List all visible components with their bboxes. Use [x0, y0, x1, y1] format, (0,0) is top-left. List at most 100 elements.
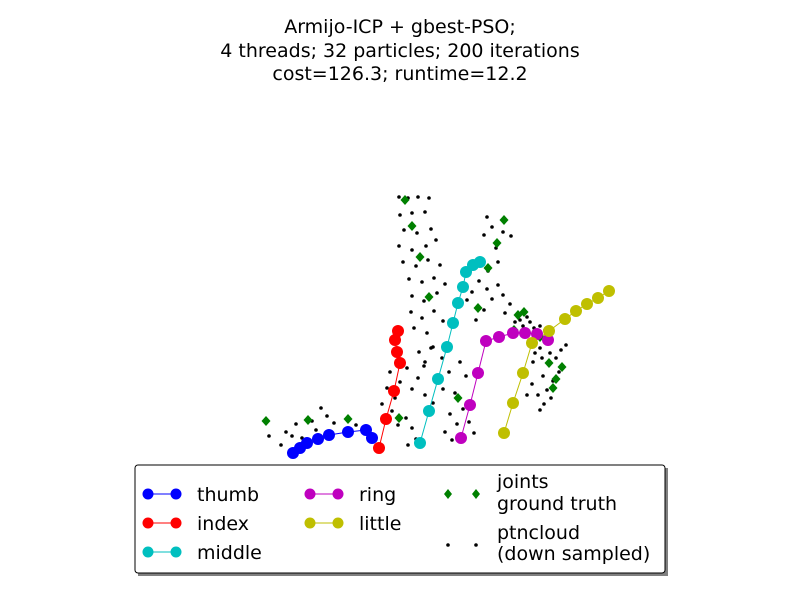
legend-marker-little	[332, 517, 344, 529]
ptncloud-point	[518, 318, 522, 322]
ptncloud-point	[443, 430, 447, 434]
legend-label-little: little	[359, 513, 401, 535]
ptncloud-point	[482, 308, 486, 312]
joint-marker-middle	[432, 373, 444, 385]
legend-marker-ptncloud	[446, 543, 450, 547]
ground-truth-marker	[544, 358, 554, 368]
joint-marker-middle	[414, 437, 426, 449]
ptncloud-point	[404, 416, 408, 420]
joint-marker-middle	[423, 405, 435, 417]
ptncloud-point	[397, 195, 401, 199]
ptncloud-point	[508, 302, 512, 306]
joint-marker-index	[373, 442, 385, 454]
ptncloud-point	[467, 420, 471, 424]
ground-truth-layer	[261, 195, 567, 426]
legend-label-ground-truth: ground truth	[497, 493, 617, 515]
ground-truth-marker	[519, 307, 529, 317]
ptncloud-point	[509, 234, 513, 238]
legend-label-ring: ring	[359, 484, 396, 506]
ptncloud-point	[429, 346, 433, 350]
ptncloud-point	[410, 211, 414, 215]
ptncloud-point	[465, 298, 469, 302]
ptncloud-point	[490, 297, 494, 301]
series-line-ring	[460, 332, 549, 439]
joint-marker-little	[581, 298, 593, 310]
ptncloud-point	[477, 279, 481, 283]
legend-marker-thumb	[170, 488, 182, 500]
ground-truth-marker	[394, 413, 404, 423]
joint-marker-index	[388, 385, 400, 397]
ptncloud-point	[482, 233, 486, 237]
ptncloud-point	[332, 421, 336, 425]
ptncloud-point	[425, 331, 429, 335]
joint-marker-thumb	[323, 429, 335, 441]
ptncloud-point	[325, 414, 329, 418]
legend-label-joints: joints	[496, 471, 549, 493]
ptncloud-point	[427, 196, 431, 200]
ptncloud-point	[423, 393, 427, 397]
ptncloud-point	[453, 391, 457, 395]
joint-marker-little	[498, 427, 510, 439]
ptncloud-point	[450, 438, 454, 442]
ptncloud-point	[438, 263, 442, 267]
joint-marker-thumb	[301, 437, 313, 449]
ptncloud-point	[530, 382, 534, 386]
ptncloud-point	[525, 393, 529, 397]
ptncloud-point	[503, 311, 507, 315]
ptncloud-point	[422, 299, 426, 303]
joint-marker-ring	[464, 399, 476, 411]
ground-truth-marker	[557, 362, 567, 372]
joint-marker-middle	[457, 281, 469, 293]
ptncloud-point	[319, 406, 323, 410]
ptncloud-point	[548, 351, 552, 355]
ptncloud-point	[432, 276, 436, 280]
ptncloud-point	[490, 225, 494, 229]
ptncloud-point	[410, 248, 414, 252]
ptncloud-point	[402, 228, 406, 232]
ptncloud-point	[420, 280, 424, 284]
ptncloud-point	[423, 360, 427, 364]
legend-marker-thumb	[142, 488, 154, 500]
joint-marker-middle	[474, 256, 486, 268]
legend-label-down-sampled: (down sampled)	[497, 543, 650, 565]
ptncloud-point	[541, 374, 545, 378]
legend-entry-ring: ring	[304, 484, 396, 506]
ground-truth-marker	[303, 415, 313, 425]
legend-entry-middle: middle	[142, 542, 262, 564]
title-line-1: Armijo-ICP + gbest-PSO;	[284, 16, 516, 38]
ground-truth-marker	[261, 416, 271, 426]
finger-lines-layer	[292, 261, 610, 454]
ptncloud-point	[401, 260, 405, 264]
ptncloud-point	[554, 356, 558, 360]
ptncloud-point	[432, 309, 436, 313]
ground-truth-marker	[473, 303, 483, 313]
ptncloud-point	[441, 319, 445, 323]
point-cloud-layer	[267, 195, 568, 447]
ptncloud-point	[390, 409, 394, 413]
ground-truth-marker	[548, 383, 558, 393]
ground-truth-marker	[407, 221, 417, 231]
legend-entry-index: index	[142, 513, 249, 535]
ptncloud-point	[412, 326, 416, 330]
joint-marker-middle	[452, 297, 464, 309]
ptncloud-point	[564, 343, 568, 347]
ground-truth-marker	[499, 215, 509, 225]
ptncloud-point	[414, 264, 418, 268]
ptncloud-point	[405, 366, 409, 370]
legend-marker-ground-truth	[472, 489, 480, 499]
ptncloud-point	[496, 260, 500, 264]
joint-marker-little	[559, 313, 571, 325]
ground-truth-marker	[492, 238, 502, 248]
ground-truth-marker	[400, 195, 410, 205]
legend-label-index: index	[197, 513, 249, 535]
ground-truth-marker	[424, 292, 434, 302]
ptncloud-point	[470, 290, 474, 294]
ptncloud-point	[423, 210, 427, 214]
ptncloud-point	[388, 370, 392, 374]
ptncloud-point	[385, 386, 389, 390]
ptncloud-point	[416, 195, 420, 199]
ground-truth-marker	[483, 263, 493, 273]
joint-marker-little	[603, 285, 615, 297]
ptncloud-point	[294, 422, 298, 426]
ground-truth-marker	[551, 374, 561, 384]
